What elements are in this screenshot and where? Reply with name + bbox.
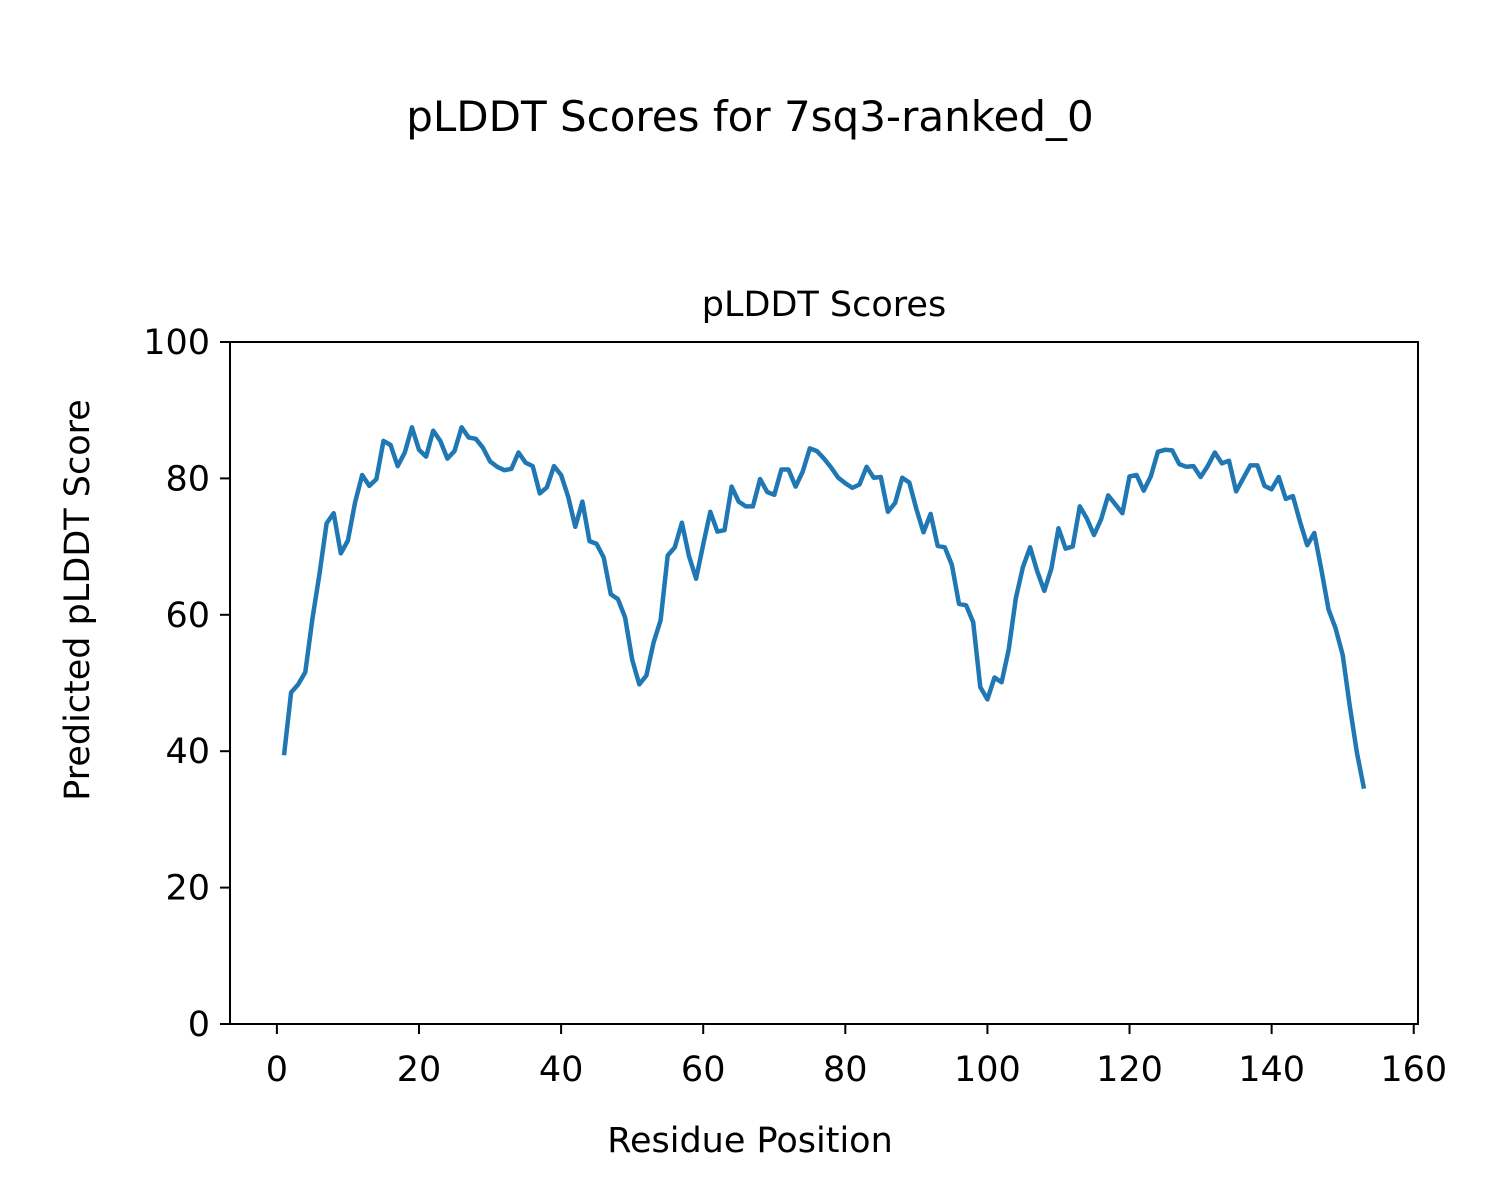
y-tick-label: 40 [165,732,210,772]
x-axis-label: Residue Position [607,1121,893,1161]
x-tick-label: 100 [954,1050,1021,1090]
axes-title: pLDDT Scores [702,285,946,325]
x-axis-ticks: 0 20 40 60 80 100 120 140 160 [266,1024,1447,1090]
x-tick-label: 80 [823,1050,868,1090]
y-tick-label: 100 [143,323,210,363]
x-tick-label: 60 [681,1050,726,1090]
x-tick-label: 120 [1096,1050,1163,1090]
y-axis-ticks: 0 20 40 60 80 100 [143,323,230,1045]
y-tick-label: 60 [165,596,210,636]
x-tick-label: 140 [1238,1050,1305,1090]
figure-suptitle: pLDDT Scores for 7sq3-ranked_0 [406,92,1094,141]
y-tick-label: 20 [165,869,210,909]
y-tick-label: 0 [188,1005,210,1045]
x-tick-label: 20 [397,1050,442,1090]
plddt-series-line [281,425,1367,790]
x-tick-label: 0 [266,1050,288,1090]
x-tick-label: 160 [1380,1050,1447,1090]
y-axis-label: Predicted pLDDT Score [58,399,98,801]
y-tick-label: 80 [165,459,210,499]
plot-area-frame [229,341,1419,1025]
x-tick-label: 40 [539,1050,584,1090]
